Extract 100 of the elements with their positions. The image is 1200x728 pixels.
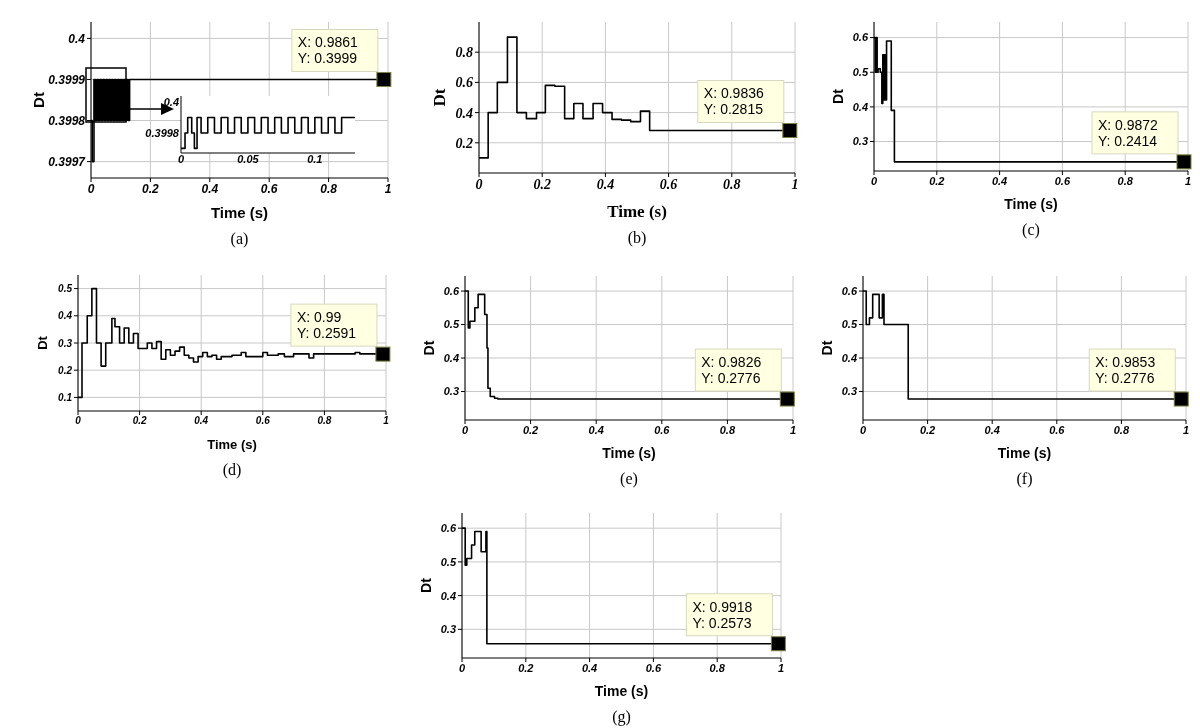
y-tick-label: 0.3 (841, 385, 857, 398)
y-tick-label: 0.4 (852, 100, 868, 113)
y-tick-label: 0.3997 (48, 154, 87, 169)
y-tick-label: 0.4 (68, 31, 86, 46)
y-axis-title: Dt (818, 340, 835, 356)
x-tick-label: 1 (789, 423, 797, 436)
x-tick-label: 0.6 (1049, 423, 1066, 436)
text: (c) (1021, 221, 1041, 239)
annotation: X: 0.9826 Y: 0.2776 (701, 354, 762, 387)
y-tick-label: 0.6 (440, 522, 457, 535)
x-tick-label: 1 (384, 181, 392, 196)
y-axis-title: Dt (430, 88, 450, 107)
x-axis-title: Time (s) (207, 437, 257, 452)
y-tick-label: 0.1 (58, 391, 73, 403)
x-axis-title: Time (s) (1004, 196, 1058, 212)
x-tick-label: 1 (1184, 174, 1192, 187)
x-tick-label: 0.05 (237, 152, 260, 165)
y-tick-label: 0.4 (841, 351, 857, 364)
y-tick-label: 0.5 (852, 66, 869, 79)
x-axis-title: Time (s) (602, 445, 656, 461)
y-tick-label: 0.2 (58, 364, 73, 376)
y-tick-label: 0.8 (455, 45, 473, 61)
x-tick-label: 0.6 (260, 181, 278, 196)
x-tick-label: 0.8 (723, 176, 741, 192)
x-tick-label: 0.6 (1054, 174, 1071, 187)
x-tick-label: 0.6 (645, 661, 662, 674)
y-tick-label: 0.3999 (48, 72, 86, 87)
y-tick-label: 0.3 (58, 337, 73, 349)
y-axis-title: Dt (829, 88, 846, 104)
x-tick-label: 0 (458, 661, 466, 674)
y-tick-label: 0.4 (58, 310, 73, 322)
y-tick-label: 0.5 (58, 283, 73, 295)
x-tick-label: 0.4 (201, 181, 219, 196)
x-tick-label: 0.2 (132, 415, 147, 427)
y-tick-label: 0.6 (852, 31, 869, 44)
x-tick-label: 0.6 (654, 423, 671, 436)
y-tick-label: 0.6 (443, 284, 460, 297)
x-tick-label: 0.4 (581, 661, 598, 674)
annotation: X: 0.9853 Y: 0.2776 (1095, 354, 1156, 387)
text: (g) (611, 708, 632, 726)
y-tick-label: 0.4 (440, 589, 456, 602)
y-tick-label: 0.3998 (48, 113, 86, 128)
x-tick-label: 0 (859, 423, 867, 436)
annotation: X: 0.9836 Y: 0.2815 (703, 85, 764, 118)
x-axis-title: Time (s) (594, 683, 649, 699)
text: (f) (1015, 470, 1034, 488)
x-tick-label: 0.6 (659, 176, 678, 192)
y-tick-label: 0.4 (455, 105, 473, 121)
x-tick-label: 0.8 (719, 423, 736, 436)
x-tick-label: 0.4 (984, 423, 1000, 436)
y-tick-label: 0.5 (440, 555, 457, 568)
y-axis-title: Dt (30, 92, 48, 108)
x-tick-label: 0.1 (307, 152, 323, 165)
x-tick-label: 1 (383, 415, 390, 427)
x-tick-label: 0.8 (317, 415, 332, 427)
x-tick-label: 0.8 (320, 181, 338, 196)
y-tick-label: 0.5 (841, 318, 858, 331)
x-tick-label: 0 (870, 174, 878, 187)
x-tick-label: 0 (177, 152, 185, 165)
annotation: X: 0.9918 Y: 0.2573 (692, 598, 753, 631)
x-tick-label: 0.8 (709, 661, 726, 674)
y-axis-title: Dt (420, 340, 437, 356)
x-tick-label: 0.4 (991, 174, 1008, 187)
y-tick-label: 0.2 (455, 135, 473, 151)
x-tick-label: 0.2 (533, 176, 551, 192)
x-tick-label: 0 (461, 423, 469, 436)
x-tick-label: 0.2 (929, 174, 945, 187)
x-tick-label: 0.2 (919, 423, 936, 436)
x-tick-label: 0.2 (522, 423, 539, 436)
y-tick-label: 0.4 (443, 351, 459, 364)
y-axis-title: Dt (34, 335, 50, 350)
y-tick-label: 0.3 (443, 385, 459, 398)
y-tick-label: 0.5 (443, 318, 460, 331)
x-tick-label: 0.8 (1117, 174, 1134, 187)
x-axis-title: Time (s) (210, 204, 269, 221)
x-tick-label: 0.2 (518, 661, 534, 674)
x-tick-label: 0 (87, 181, 95, 196)
x-tick-label: 0.4 (596, 176, 615, 192)
x-tick-label: 0.8 (1113, 423, 1130, 436)
x-tick-label: 0.4 (194, 415, 209, 427)
y-tick-label: 0.6 (841, 284, 858, 297)
y-axis-title: Dt (417, 577, 434, 593)
y-tick-label: 0.3 (440, 623, 456, 636)
x-tick-label: 1 (777, 661, 785, 674)
x-tick-label: 1 (791, 176, 799, 192)
x-tick-label: 1 (1182, 423, 1190, 436)
x-tick-label: 0 (475, 176, 483, 192)
x-axis-title: Time (s) (607, 202, 667, 221)
text: (d) (221, 461, 243, 479)
y-tick-label: 0.3 (852, 135, 868, 148)
x-tick-label: 0.2 (142, 181, 160, 196)
x-axis-title: Time (s) (997, 445, 1052, 461)
text: (a) (229, 230, 250, 248)
x-tick-label: 0 (75, 415, 82, 427)
annotation: X: 0.9861 Y: 0.3999 (297, 34, 359, 67)
text: (b) (626, 229, 648, 247)
annotation: X: 0.9872 Y: 0.2414 (1097, 116, 1159, 149)
x-tick-label: 0.6 (255, 415, 271, 427)
text: (e) (619, 470, 639, 488)
y-tick-label: 0.6 (455, 75, 473, 91)
